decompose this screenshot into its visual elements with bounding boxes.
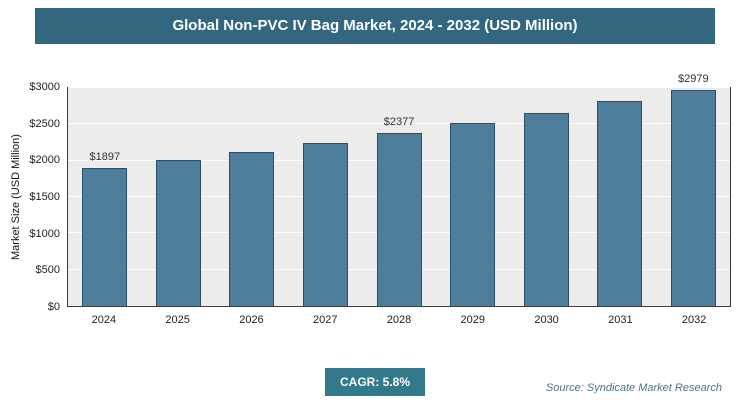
x-tick-label-2031: 2031 xyxy=(608,314,633,326)
bar-2029 xyxy=(450,123,496,306)
bar-value-label: $2377 xyxy=(383,116,415,129)
bar-slot-2029 xyxy=(436,88,510,306)
bar-slot-2032: $2979 xyxy=(657,73,731,306)
x-tick-label-2030: 2030 xyxy=(534,314,559,326)
y-axis-tick-labels: $0 $500 $1000 $1500 $2000 $2500 $3000 xyxy=(0,81,62,313)
bar-value-label: $1897 xyxy=(89,151,121,164)
bar-2031 xyxy=(597,101,643,306)
bar-2024 xyxy=(82,168,128,306)
x-tick-label-2029: 2029 xyxy=(460,314,486,326)
cagr-badge: CAGR: 5.8% xyxy=(324,368,426,396)
bar-slot-2027 xyxy=(289,88,363,306)
y-tick-label: $1000 xyxy=(29,227,60,240)
x-axis-tick-labels: 2024 2025 2026 2027 2028 2029 2030 2031 2032 xyxy=(67,314,731,326)
x-tick-label-2024: 2024 xyxy=(91,314,117,326)
bar-2027 xyxy=(302,142,348,306)
bar-2025 xyxy=(155,160,201,306)
x-tick-label-2028: 2028 xyxy=(386,314,412,326)
bar-2030 xyxy=(523,112,569,306)
x-tick-label-2032: 2032 xyxy=(681,314,707,326)
gridline xyxy=(68,123,730,125)
bar-slot-2028: $2377 xyxy=(362,88,436,306)
bar-value-label: $2979 xyxy=(677,72,709,85)
y-tick-label: $3000 xyxy=(29,81,60,93)
gridline xyxy=(68,87,730,88)
bar-slot-2030 xyxy=(509,88,583,306)
bar-2028 xyxy=(376,133,422,306)
x-tick-label-2025: 2025 xyxy=(165,314,190,326)
bar-slot-2025 xyxy=(142,88,216,306)
chart-title: Global Non-PVC IV Bag Market, 2024 - 203… xyxy=(35,8,715,44)
y-tick-label: $0 xyxy=(47,301,60,313)
bar-2026 xyxy=(229,151,275,306)
bar-slot-2024: $1897 xyxy=(68,88,142,306)
x-tick-label-2026: 2026 xyxy=(239,314,264,326)
y-tick-label: $1500 xyxy=(29,191,60,203)
y-tick-label: $2500 xyxy=(29,117,60,130)
bar-slot-2031 xyxy=(583,88,657,306)
x-tick-label-2027: 2027 xyxy=(312,314,338,326)
source-text: Source: Syndicate Market Research xyxy=(545,382,722,394)
y-tick-label: $500 xyxy=(35,264,60,277)
bar-2032 xyxy=(670,89,716,306)
plot-area: $1897 $2377 $2979 xyxy=(67,73,731,307)
bar-slot-2026 xyxy=(215,88,289,306)
y-tick-label: $2000 xyxy=(29,154,60,167)
